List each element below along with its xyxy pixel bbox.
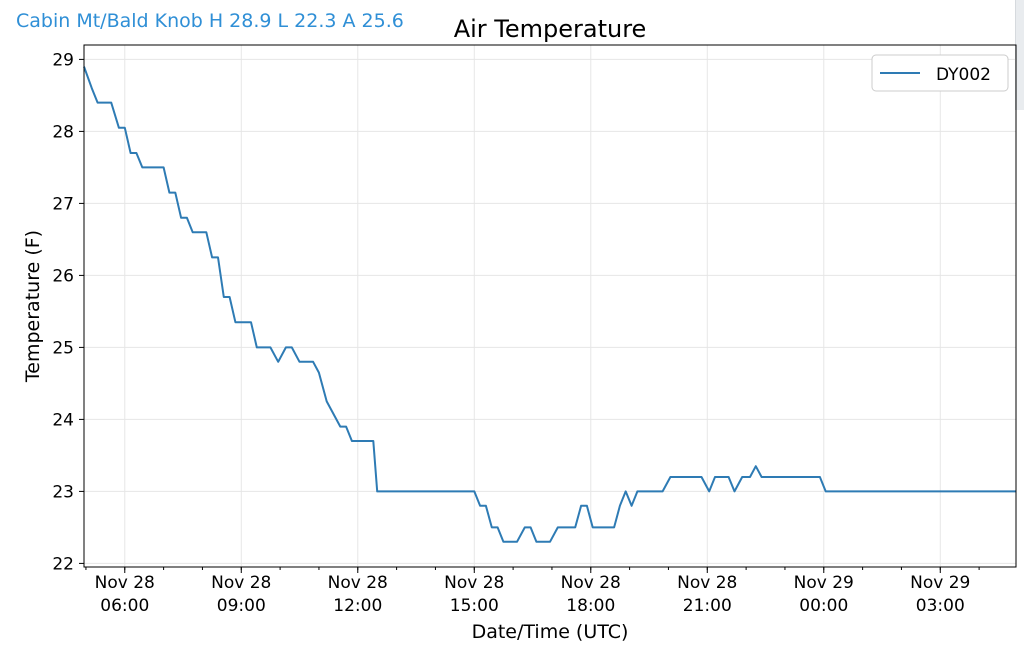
x-tick-label-date: Nov 28 xyxy=(211,573,271,593)
y-tick-label: 24 xyxy=(52,410,74,430)
x-tick-label-time: 12:00 xyxy=(333,596,382,616)
x-tick-label-time: 06:00 xyxy=(100,596,149,616)
y-tick-label: 27 xyxy=(52,194,74,214)
x-tick-label-time: 15:00 xyxy=(450,596,499,616)
y-tick-label: 23 xyxy=(52,482,74,502)
legend: DY002 xyxy=(871,54,1009,92)
x-tick-label-date: Nov 28 xyxy=(328,573,388,593)
x-tick-label-time: 00:00 xyxy=(799,596,848,616)
x-tick-label-time: 03:00 xyxy=(916,596,965,616)
y-tick-label: 26 xyxy=(52,266,74,286)
x-axis-ticks: Nov 28 06:00 Nov 28 09:00 Nov 28 12:00 Nov 28 1… xyxy=(85,567,980,616)
x-tick-label-date: Nov 28 xyxy=(561,573,621,593)
x-tick-label-date: Nov 28 xyxy=(444,573,504,593)
y-tick-label: 28 xyxy=(52,122,74,142)
series-line-dy002 xyxy=(83,66,1016,543)
y-axis-ticks: 22 23 24 25 26 27 28 29 xyxy=(52,50,84,574)
x-tick-label-date: Nov 29 xyxy=(794,573,854,593)
y-tick-label: 22 xyxy=(52,554,74,574)
x-tick-label-time: 21:00 xyxy=(683,596,732,616)
y-tick-label: 25 xyxy=(52,338,74,358)
station-summary-header: Cabin Mt/Bald Knob H 28.9 L 22.3 A 25.6 xyxy=(16,10,404,32)
x-tick-label-date: Nov 28 xyxy=(95,573,155,593)
x-axis-label: Date/Time (UTC) xyxy=(472,621,629,643)
x-tick-label-date: Nov 28 xyxy=(677,573,737,593)
legend-label: DY002 xyxy=(936,65,991,85)
x-tick-label-time: 18:00 xyxy=(566,596,615,616)
y-tick-label: 29 xyxy=(52,50,74,70)
x-tick-label-date: Nov 29 xyxy=(910,573,970,593)
y-axis-label: Temperature (F) xyxy=(22,230,44,383)
plot-frame xyxy=(83,44,1017,568)
chart-title: Air Temperature xyxy=(454,15,647,43)
series-layer xyxy=(83,66,1016,543)
grid xyxy=(84,45,1016,567)
x-tick-label-time: 09:00 xyxy=(217,596,266,616)
legend-box xyxy=(871,54,1009,92)
